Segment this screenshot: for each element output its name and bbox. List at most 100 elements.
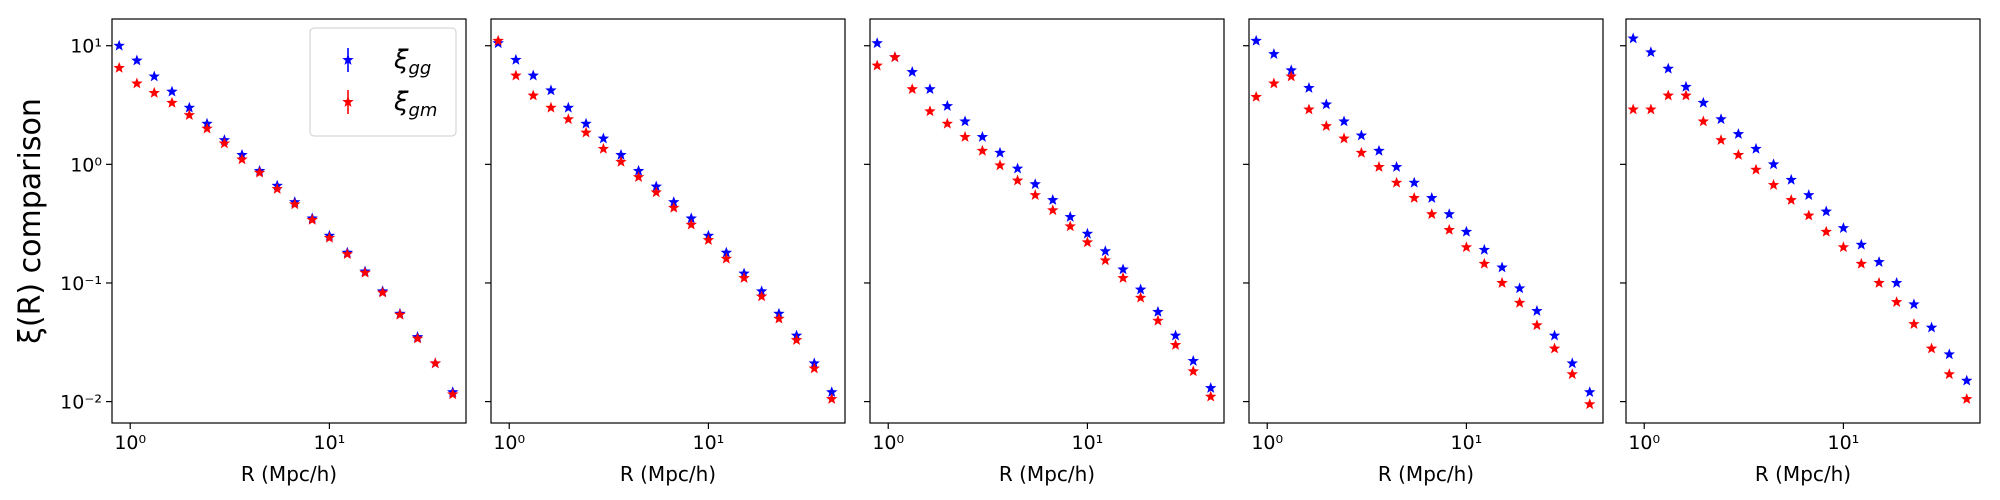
point [889, 51, 901, 63]
point [1478, 257, 1491, 269]
panel: 10⁰ 10¹ R (Mpc/h) [1243, 18, 1604, 486]
point [1548, 329, 1561, 341]
point [924, 83, 936, 95]
point [1064, 210, 1076, 222]
point [871, 37, 883, 49]
y-axis-label: ξ(R) comparison [13, 98, 48, 344]
point [1320, 120, 1333, 131]
point [976, 131, 989, 142]
plot-frame [111, 18, 467, 424]
x-tick-label: 10⁰ [1628, 432, 1660, 454]
plot-frame [1625, 18, 1981, 424]
point [1373, 160, 1385, 172]
point [1081, 236, 1094, 248]
point [1443, 208, 1455, 220]
point [394, 308, 406, 320]
point [790, 334, 803, 345]
point [1837, 241, 1850, 253]
plot-frame [490, 18, 846, 424]
point [341, 248, 354, 259]
point [1303, 82, 1315, 93]
point [1715, 134, 1727, 145]
point [1855, 257, 1868, 269]
point [1205, 382, 1217, 393]
point [720, 246, 733, 258]
point [1584, 398, 1596, 410]
x-axis-label: R (Mpc/h) [1378, 462, 1474, 486]
point [201, 122, 213, 134]
point [1627, 103, 1639, 115]
point [1548, 342, 1561, 354]
point [236, 153, 248, 165]
point [738, 272, 750, 283]
y-tick-label: 10⁻¹ [60, 273, 102, 295]
point [1338, 132, 1350, 144]
point [668, 201, 680, 213]
legend-marker [342, 54, 354, 65]
x-tick-label: 10⁰ [872, 432, 904, 454]
point [1134, 283, 1147, 295]
point [597, 132, 610, 144]
point [1767, 158, 1780, 170]
point [1837, 222, 1850, 233]
point [580, 126, 592, 138]
point [131, 54, 143, 66]
point [1627, 32, 1639, 44]
point [183, 101, 196, 113]
point [1460, 241, 1473, 253]
point [941, 117, 954, 129]
point [1943, 348, 1955, 360]
point [166, 96, 178, 108]
point [1320, 98, 1333, 110]
point [959, 131, 971, 142]
point [959, 115, 971, 127]
point [218, 137, 231, 149]
point [306, 213, 318, 225]
point [702, 234, 715, 245]
panel: 10⁰ 10¹ R (Mpc/h) [1620, 18, 1981, 486]
point [773, 312, 785, 324]
point [1820, 225, 1832, 237]
point [545, 84, 557, 96]
plot-frame [1248, 18, 1604, 424]
point [1011, 162, 1024, 174]
x-tick-label: 10¹ [314, 432, 346, 454]
x-axis-label: R (Mpc/h) [999, 462, 1095, 486]
point [1803, 209, 1815, 221]
point [1408, 192, 1420, 203]
point [1029, 178, 1041, 190]
point [1645, 103, 1657, 115]
point [447, 388, 459, 400]
point [1250, 90, 1262, 102]
point [1961, 393, 1973, 404]
point [615, 155, 627, 167]
point [1750, 163, 1762, 175]
point [1662, 89, 1674, 101]
point [1338, 115, 1350, 127]
point [1566, 357, 1578, 369]
legend-label: ξgg [393, 45, 431, 79]
y-tick-label: 10⁻² [60, 392, 102, 414]
point [1250, 34, 1262, 46]
point [166, 85, 178, 97]
point [510, 69, 522, 81]
point [1426, 192, 1438, 203]
point [492, 34, 504, 46]
point [1697, 96, 1710, 108]
point [1961, 374, 1973, 386]
y-tick-label: 10⁰ [70, 154, 102, 176]
point [720, 252, 733, 264]
point [376, 286, 389, 298]
point [755, 290, 768, 302]
point [994, 159, 1006, 171]
point [1205, 390, 1217, 402]
point [580, 117, 592, 129]
point [1117, 272, 1129, 283]
point [685, 218, 697, 230]
x-tick-label: 10¹ [1072, 432, 1104, 454]
point [253, 166, 266, 178]
point [1925, 321, 1938, 333]
point [1513, 282, 1526, 294]
point [1064, 220, 1076, 232]
x-axis-label: R (Mpc/h) [241, 462, 337, 486]
